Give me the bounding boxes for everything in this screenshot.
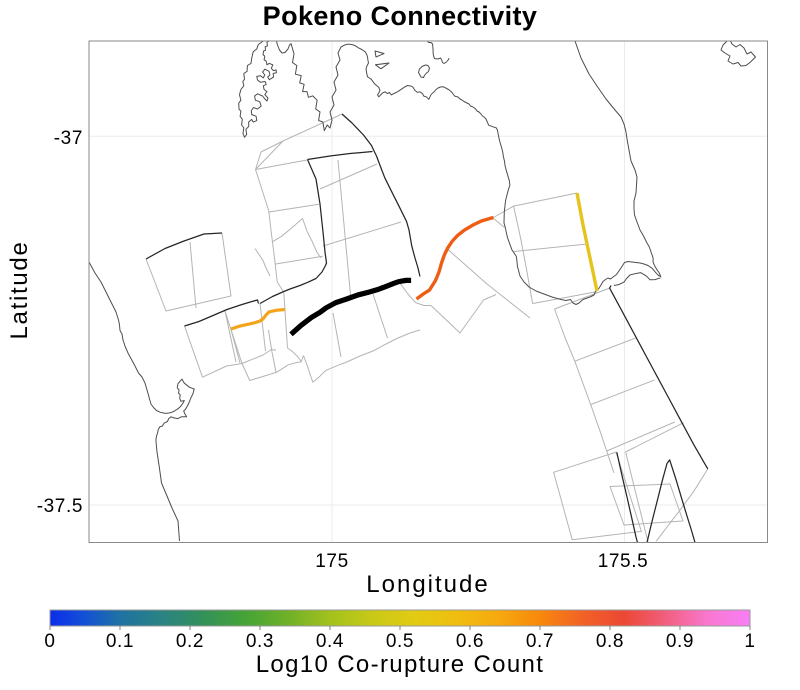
svg-text:175: 175: [315, 551, 349, 572]
svg-text:-37.5: -37.5: [37, 496, 83, 517]
svg-text:0.9: 0.9: [666, 631, 694, 652]
svg-text:0.1: 0.1: [106, 631, 134, 652]
svg-text:0.2: 0.2: [176, 631, 204, 652]
svg-text:0.6: 0.6: [456, 631, 484, 652]
svg-text:0.8: 0.8: [596, 631, 624, 652]
svg-text:Pokeno Connectivity: Pokeno Connectivity: [263, 1, 538, 31]
svg-text:0.4: 0.4: [316, 631, 344, 652]
svg-text:0.5: 0.5: [386, 631, 414, 652]
svg-text:175.5: 175.5: [598, 551, 649, 572]
svg-text:Latitude: Latitude: [6, 240, 33, 339]
svg-text:0: 0: [44, 631, 55, 652]
svg-text:Longitude: Longitude: [366, 571, 489, 598]
svg-text:-37: -37: [54, 128, 83, 149]
svg-text:0.7: 0.7: [526, 631, 554, 652]
svg-text:Log10 Co-rupture Count: Log10 Co-rupture Count: [256, 651, 545, 678]
svg-text:0.3: 0.3: [246, 631, 274, 652]
svg-text:1: 1: [744, 631, 755, 652]
